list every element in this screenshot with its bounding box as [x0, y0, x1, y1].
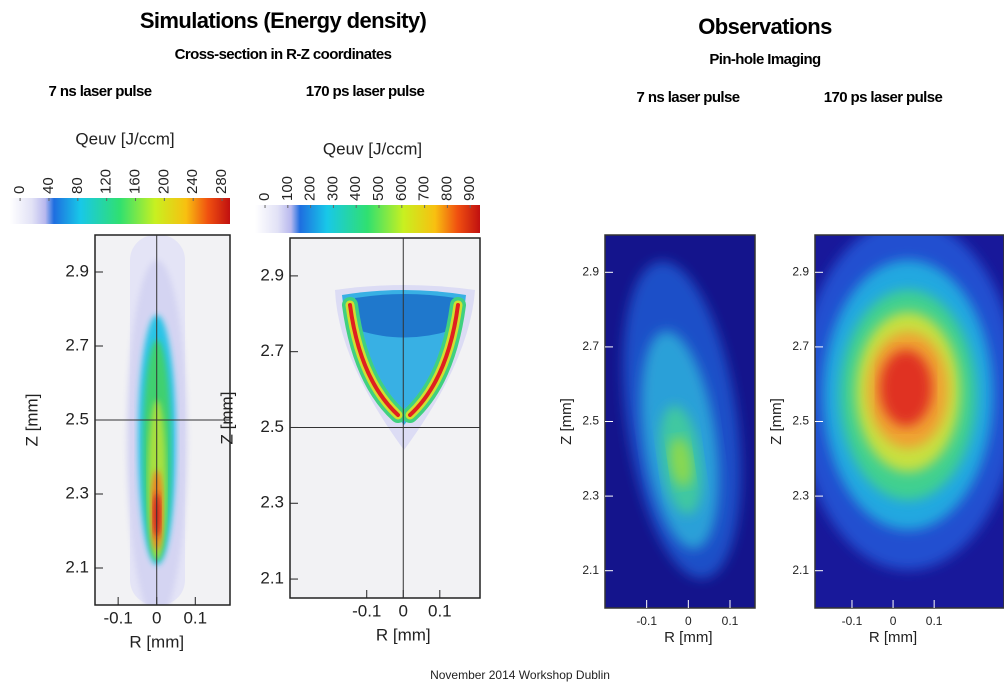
y-tick-label: 2.9: [65, 261, 89, 280]
x-tick-label: 0: [399, 601, 408, 620]
y-tick-label: 2.3: [792, 488, 809, 502]
heatmap: [95, 235, 230, 605]
y-tick-label: 2.9: [792, 264, 809, 278]
y-tick-label: 2.1: [65, 557, 89, 576]
y-tick-label: 2.5: [260, 417, 284, 436]
x-tick-label: 0.1: [722, 614, 739, 628]
footer: November 2014 Workshop Dublin: [430, 668, 610, 682]
colorbar-tick-label: 300: [324, 176, 341, 201]
x-axis-label: R [mm]: [869, 629, 917, 646]
colorbar-tick-label: 900: [461, 176, 478, 201]
y-tick-label: 2.9: [260, 265, 284, 284]
heat-arm: [348, 303, 400, 417]
colorbar-tick-label: 200: [155, 169, 172, 194]
x-tick-label: 0.1: [926, 614, 943, 628]
x-axis-label: R [mm]: [664, 629, 712, 646]
y-tick-label: 2.7: [260, 341, 284, 360]
y-tick-label: 2.7: [65, 335, 89, 354]
x-tick-label: -0.1: [103, 608, 132, 627]
colorbar-tick-label: 120: [98, 169, 115, 194]
y-tick-label: 2.1: [260, 569, 284, 588]
x-tick-label: 0: [685, 614, 692, 628]
y-axis-label: Z [mm]: [217, 392, 236, 445]
colorbar-tick-label: 100: [279, 176, 296, 201]
heatmap: [290, 238, 480, 598]
y-tick-label: 2.5: [792, 414, 809, 428]
colorbar-tick-label: 80: [69, 177, 86, 194]
panel-caption: 7 ns laser pulse: [49, 83, 152, 100]
y-axis-label: Z [mm]: [22, 394, 41, 447]
panel-caption: 170 ps laser pulse: [824, 89, 943, 106]
right-title: Observations: [698, 14, 832, 39]
y-tick-label: 2.1: [582, 563, 599, 577]
x-tick-label: 0.1: [183, 608, 207, 627]
colorbar-tick-label: 500: [370, 176, 387, 201]
colorbar-tick-label: 0: [11, 186, 28, 194]
heat-region: [669, 437, 693, 487]
heatmap: [605, 235, 755, 608]
colorbar-tick-label: 280: [213, 169, 230, 194]
y-tick-label: 2.1: [792, 563, 809, 577]
plot-frame: [289, 237, 481, 599]
y-tick-label: 2.7: [582, 339, 599, 353]
colorbar-label: Qeuv [J/ccm]: [75, 129, 174, 148]
heat-region: [355, 294, 455, 338]
y-tick-label: 2.9: [582, 264, 599, 278]
colorbar-tick-label: 240: [184, 169, 201, 194]
colorbar-tick-label: 400: [347, 176, 364, 201]
x-tick-label: 0: [152, 608, 161, 627]
colorbar: [255, 205, 480, 233]
x-tick-label: 0.1: [428, 601, 452, 620]
right-subtitle: Pin-hole Imaging: [709, 51, 821, 68]
colorbar-tick-label: 160: [126, 169, 143, 194]
colorbar-tick-label: 200: [302, 176, 319, 201]
colorbar-tick-label: 40: [40, 177, 57, 194]
x-tick-label: -0.1: [352, 601, 381, 620]
colorbar-label: Qeuv [J/ccm]: [323, 139, 422, 158]
panel-caption: 7 ns laser pulse: [637, 89, 740, 106]
colorbar-tick-label: 0: [256, 193, 273, 201]
colorbar-tick-label: 800: [438, 176, 455, 201]
x-tick-label: -0.1: [636, 614, 657, 628]
x-axis-label: R [mm]: [129, 632, 184, 651]
colorbar-tick-label: 600: [393, 176, 410, 201]
y-tick-label: 2.5: [582, 414, 599, 428]
x-tick-label: -0.1: [842, 614, 863, 628]
y-tick-label: 2.3: [582, 488, 599, 502]
x-axis-label: R [mm]: [376, 625, 431, 644]
x-tick-label: 0: [890, 614, 897, 628]
panel-caption: 170 ps laser pulse: [306, 83, 425, 100]
colorbar-tick-label: 700: [416, 176, 433, 201]
heat-region: [880, 350, 932, 426]
y-tick-label: 2.3: [65, 483, 89, 502]
heatmap: [815, 235, 1004, 608]
heat-arm: [408, 303, 460, 417]
left-subtitle: Cross-section in R-Z coordinates: [175, 46, 392, 63]
y-axis-label: Z [mm]: [558, 398, 575, 445]
left-title: Simulations (Energy density): [140, 8, 427, 33]
colorbar: [10, 198, 230, 224]
y-tick-label: 2.5: [65, 409, 89, 428]
y-axis-label: Z [mm]: [768, 398, 785, 445]
y-tick-label: 2.7: [792, 339, 809, 353]
y-tick-label: 2.3: [260, 493, 284, 512]
